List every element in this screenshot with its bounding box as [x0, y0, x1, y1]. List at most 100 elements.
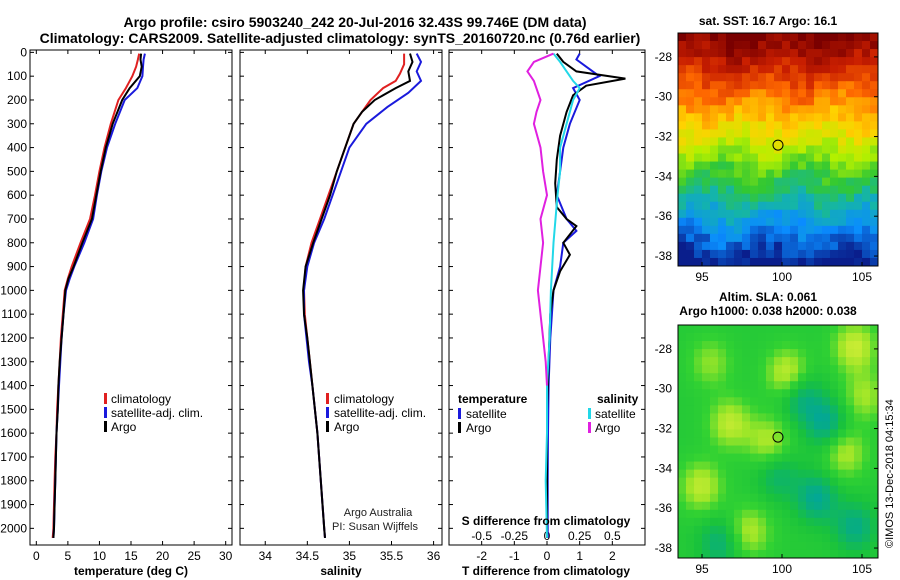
- sla-cell: [846, 445, 855, 454]
- sst-cell: [710, 145, 719, 154]
- sla-cell: [830, 445, 839, 454]
- sla-cell: [734, 501, 743, 511]
- sla-cell: [710, 365, 719, 374]
- sst-cell: [702, 209, 711, 219]
- sla-cell: [686, 429, 695, 438]
- sla-cell: [814, 365, 823, 374]
- sst-cell: [726, 153, 735, 162]
- depth-tick-label: 1500: [0, 402, 27, 416]
- sst-cell: [782, 73, 791, 82]
- sla-cell: [782, 525, 791, 535]
- sla-cell: [678, 437, 687, 446]
- sst-cell: [830, 209, 839, 219]
- sst-cell: [678, 241, 687, 251]
- sla-cell: [686, 525, 695, 535]
- title-line-1: Argo profile: csiro 5903240_242 20-Jul-2…: [123, 14, 586, 30]
- sst-cell: [726, 257, 735, 267]
- sst-cell: [742, 65, 751, 74]
- sla-cell: [814, 517, 823, 527]
- sst-cell: [702, 49, 711, 58]
- sla-cell: [862, 349, 871, 358]
- sst-cell: [814, 209, 823, 219]
- sst-cell: [782, 65, 791, 74]
- sst-cell: [766, 169, 775, 179]
- sla-cell: [678, 461, 687, 471]
- sla-cell: [814, 405, 823, 414]
- sla-cell: [734, 541, 743, 551]
- sla-cell: [758, 365, 767, 374]
- temp-xtick-label: 10: [93, 549, 107, 563]
- sla-cell: [766, 365, 775, 374]
- sst-cell: [750, 185, 759, 195]
- sla-cell: [678, 333, 687, 342]
- sla-cell: [734, 405, 743, 414]
- sla-cell: [790, 517, 799, 527]
- sst-cell: [830, 137, 839, 146]
- sla-cell: [750, 373, 759, 382]
- sst-cell: [806, 161, 815, 170]
- sst-cell: [726, 217, 735, 227]
- sla-cell: [814, 437, 823, 446]
- sst-cell: [694, 33, 703, 42]
- sla-cell: [814, 549, 823, 559]
- sla-cell: [806, 437, 815, 446]
- sst-cell: [694, 209, 703, 219]
- sst-cell: [766, 177, 775, 187]
- sla-cell: [814, 397, 823, 406]
- sst-cell: [686, 89, 695, 98]
- sst-cell: [694, 177, 703, 187]
- sst-cell: [686, 201, 695, 211]
- sla-cell: [822, 349, 831, 358]
- sla-cell: [742, 469, 751, 479]
- sla-cell: [814, 525, 823, 535]
- sla-cell: [726, 517, 735, 527]
- sla-cell: [806, 365, 815, 374]
- sst-cell: [750, 161, 759, 170]
- sst-cell: [830, 65, 839, 74]
- sla-cell: [750, 485, 759, 495]
- sla-cell: [718, 397, 727, 406]
- sla-cell: [750, 501, 759, 511]
- sla-cell: [726, 397, 735, 406]
- sla-cell: [758, 509, 767, 519]
- sla-cell: [766, 453, 775, 462]
- sla-cell: [854, 397, 863, 406]
- sst-cell: [694, 41, 703, 50]
- sst-cell: [758, 121, 767, 130]
- sla-cell: [838, 413, 847, 422]
- sst-cell: [702, 169, 711, 179]
- sla-cell: [766, 493, 775, 503]
- sst-cell: [758, 97, 767, 106]
- sla-cell: [694, 493, 703, 503]
- sst-cell: [726, 233, 735, 243]
- sst-cell: [814, 201, 823, 211]
- sla-cell: [822, 453, 831, 462]
- sst-cell: [718, 105, 727, 114]
- sla-cell: [806, 413, 815, 422]
- salinity-legend: climatology satellite-adj. clim. Argo: [326, 392, 426, 434]
- sla-cell: [854, 381, 863, 390]
- sst-cell: [774, 129, 783, 138]
- sst-cell: [678, 97, 687, 106]
- sst-cell: [710, 249, 719, 259]
- sst-cell: [702, 145, 711, 154]
- sst-cell: [862, 225, 871, 235]
- sla-cell: [846, 453, 855, 462]
- sst-cell: [790, 33, 799, 42]
- sla-cell: [766, 421, 775, 430]
- sst-cell: [782, 121, 791, 130]
- sla-cell: [686, 517, 695, 527]
- sst-cell: [734, 81, 743, 90]
- sla-cell: [742, 493, 751, 503]
- sst-cell: [758, 217, 767, 227]
- sal-series-satellite-adj-clim-: [303, 53, 423, 538]
- sla-cell: [814, 533, 823, 543]
- sla-cell: [822, 341, 831, 350]
- sla-cell: [718, 333, 727, 342]
- sla-cell: [678, 429, 687, 438]
- sla-cell: [806, 405, 815, 414]
- sla-cell: [806, 461, 815, 471]
- sla-cell: [838, 373, 847, 382]
- sla-cell: [686, 405, 695, 414]
- sst-cell: [686, 233, 695, 243]
